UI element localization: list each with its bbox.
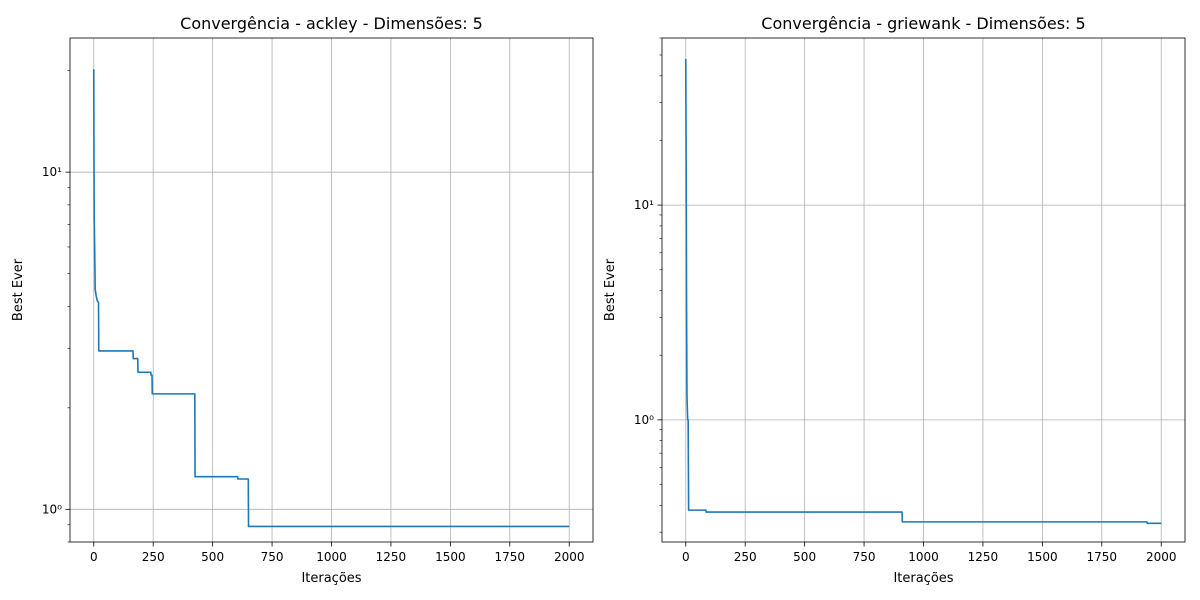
y-tick-label: 10¹ [634, 198, 654, 212]
ackley-subplot: Convergência - ackley - Dimensões: 5 Ite… [11, 14, 594, 586]
x-tick-label: 250 [734, 550, 757, 564]
x-tick-label: 500 [793, 550, 816, 564]
x-tick-label: 2000 [1146, 550, 1177, 564]
axes-frame [661, 37, 1186, 543]
chart-title: Convergência - griewank - Dimensões: 5 [761, 14, 1085, 33]
x-tick-label: 1250 [376, 550, 407, 564]
x-axis-label: Iterações [893, 571, 953, 586]
minor-ticks [67, 70, 70, 543]
y-tick-label: 10⁰ [42, 502, 62, 516]
y-tick-label: 10⁰ [634, 413, 654, 427]
x-tick-label: 1250 [968, 550, 999, 564]
x-tick-label: 750 [853, 550, 876, 564]
series-line [684, 58, 1162, 525]
x-tick-label: 1750 [1087, 550, 1118, 564]
minor-ticks [659, 37, 662, 533]
x-tick-label: 0 [90, 550, 98, 564]
grid [70, 38, 593, 542]
axes-frame [69, 37, 594, 543]
x-tick-label: 0 [682, 550, 690, 564]
x-tick-label: 750 [261, 550, 284, 564]
y-tick-label: 10¹ [42, 165, 62, 179]
x-tick-label: 1750 [495, 550, 526, 564]
series-line [92, 69, 570, 528]
x-tick-label: 500 [201, 550, 224, 564]
x-tick-label: 2000 [554, 550, 585, 564]
x-tick-label: 1500 [435, 550, 466, 564]
grid [662, 38, 1185, 542]
y-axis-label: Best Ever [603, 258, 618, 321]
griewank-subplot: Convergência - griewank - Dimensões: 5 I… [603, 14, 1186, 586]
x-tick-label: 1000 [908, 550, 939, 564]
chart-title: Convergência - ackley - Dimensões: 5 [180, 14, 483, 33]
y-axis-label: Best Ever [11, 258, 26, 321]
x-tick-label: 1000 [316, 550, 347, 564]
x-tick-label: 250 [142, 550, 165, 564]
x-axis-label: Iterações [301, 571, 361, 586]
x-tick-label: 1500 [1027, 550, 1058, 564]
